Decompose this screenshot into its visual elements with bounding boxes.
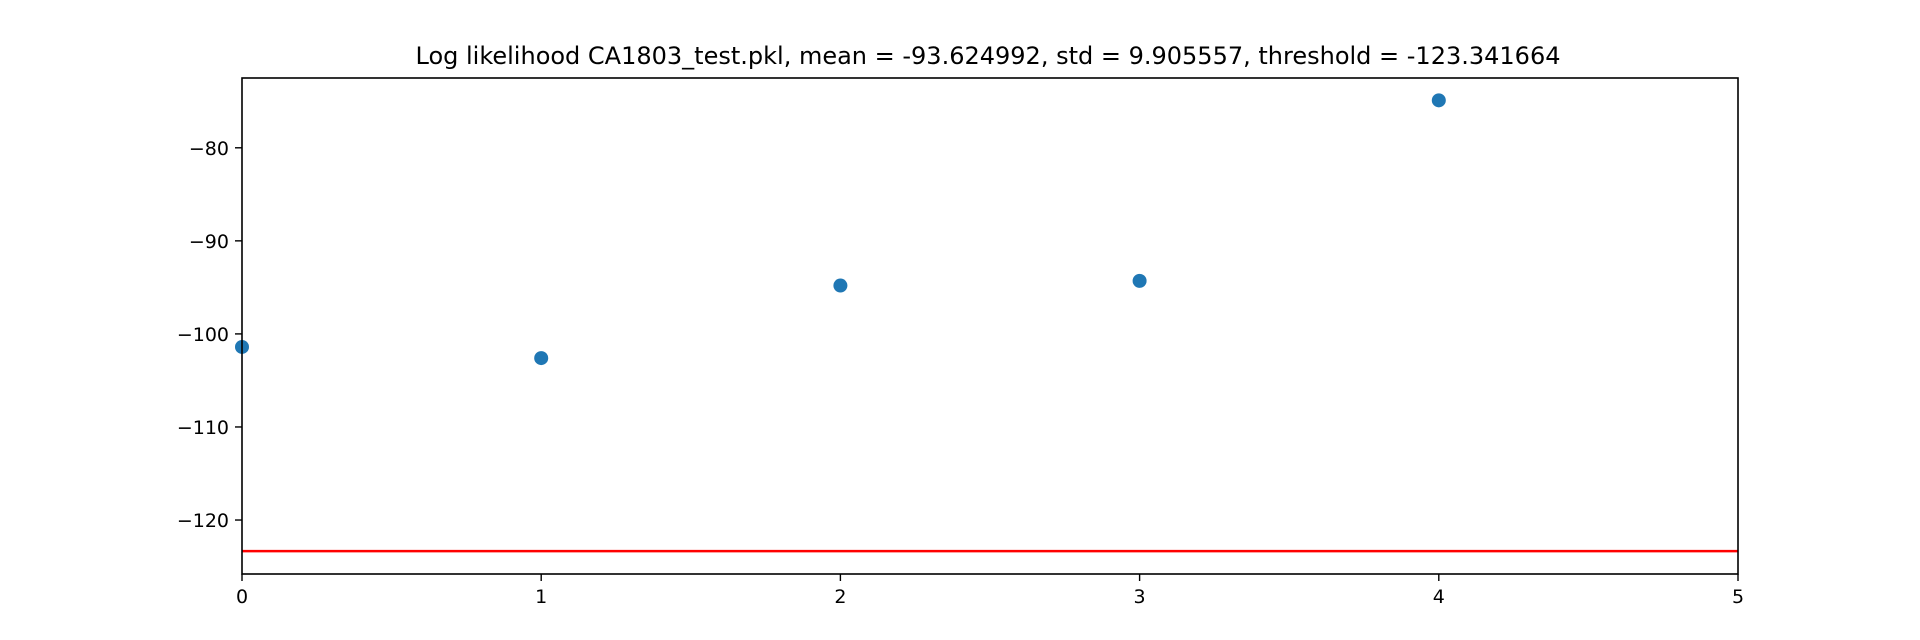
axes-frame bbox=[241, 77, 1739, 575]
x-tick-label: 0 bbox=[236, 586, 248, 608]
chart-title: Log likelihood CA1803_test.pkl, mean = -… bbox=[416, 42, 1561, 70]
y-axis: −120 −110 −100 −90 −80 bbox=[177, 138, 242, 532]
plot-area bbox=[235, 93, 1738, 553]
y-tick-label: −110 bbox=[177, 417, 229, 439]
y-tick-label: −120 bbox=[177, 510, 229, 532]
x-tick-label: 3 bbox=[1134, 586, 1146, 608]
data-point-2 bbox=[833, 278, 848, 293]
x-tick-label: 4 bbox=[1433, 586, 1445, 608]
x-tick-label: 2 bbox=[834, 586, 846, 608]
x-axis: 0 1 2 3 4 5 bbox=[236, 574, 1744, 608]
data-point-1 bbox=[534, 351, 549, 366]
y-tick-label: −90 bbox=[189, 231, 229, 253]
x-tick-label: 1 bbox=[535, 586, 547, 608]
x-tick-label: 5 bbox=[1732, 586, 1744, 608]
y-tick-label: −100 bbox=[177, 324, 229, 346]
y-tick-label: −80 bbox=[189, 138, 229, 160]
data-point-3 bbox=[1132, 273, 1147, 288]
data-point-4 bbox=[1431, 93, 1446, 108]
